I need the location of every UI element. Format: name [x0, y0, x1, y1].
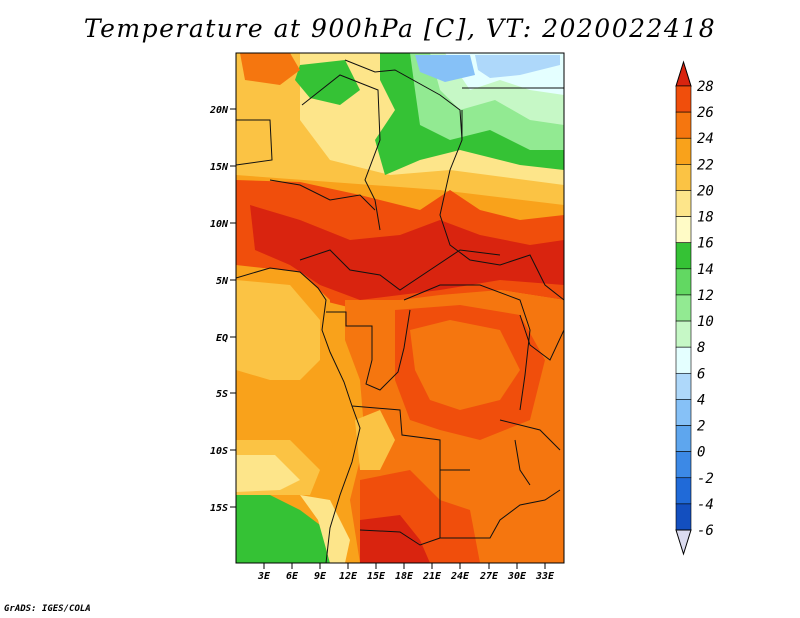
lon-label: 15E — [367, 571, 386, 582]
temperature-field — [236, 53, 564, 563]
colorbar-swatch — [675, 320, 692, 348]
colorbar-bottom-arrow — [675, 529, 692, 556]
colorbar-swatch — [675, 477, 692, 505]
colorbar-swatch — [675, 294, 692, 322]
credit-label: GrADS: IGES/COLA — [4, 604, 91, 614]
colorbar-label: 24 — [697, 131, 714, 147]
colorbar-label: 0 — [697, 445, 705, 461]
colorbar-swatch — [675, 451, 692, 479]
colorbar-swatch — [675, 216, 692, 244]
colorbar-swatch — [675, 372, 692, 400]
colorbar-swatch — [675, 268, 692, 296]
colorbar-label: 8 — [697, 340, 705, 356]
lon-label: 33E — [535, 571, 555, 582]
colorbar-label: 28 — [697, 79, 714, 95]
lat-label: 5S — [216, 389, 228, 400]
colorbar-swatch — [675, 346, 692, 374]
colorbar-label: -2 — [697, 471, 714, 487]
colorbar-label: 6 — [697, 366, 705, 382]
lat-label: 20N — [209, 105, 229, 116]
colorbar-label: 2 — [697, 419, 705, 435]
chart-title: Temperature at 900hPa [C], VT: 202002241… — [83, 14, 717, 43]
colorbar-swatch — [675, 137, 692, 165]
country-borders — [236, 59, 564, 563]
colorbar-swatch — [675, 503, 692, 531]
latitude-axis: 20N 15N 10N 5N EQ 5S 10S 15S — [209, 105, 236, 514]
colorbar-swatch — [675, 242, 692, 270]
lon-label: 12E — [339, 571, 358, 582]
lat-label: 15S — [210, 503, 228, 514]
colorbar-swatch — [675, 190, 692, 217]
lon-label: 27E — [479, 571, 499, 582]
colorbar-label: 20 — [697, 183, 714, 199]
lon-label: 9E — [314, 571, 327, 582]
lat-label: EQ — [216, 333, 228, 344]
colorbar-swatch — [675, 399, 692, 426]
lon-label: 24E — [450, 571, 470, 582]
lon-label: 21E — [422, 571, 442, 582]
lat-label: 10S — [210, 446, 228, 457]
lon-label: 18E — [395, 571, 414, 582]
colorbar-swatch — [675, 85, 692, 113]
lon-label: 6E — [286, 571, 299, 582]
colorbar-top-arrow — [675, 60, 692, 87]
colorbar-label: 18 — [697, 210, 714, 226]
lat-label: 10N — [210, 219, 229, 230]
colorbar-label: 10 — [697, 314, 714, 330]
colorbar-label: 16 — [697, 236, 714, 252]
lon-label: 3E — [257, 571, 271, 582]
colorbar-swatch — [675, 164, 692, 191]
colorbar-label: -6 — [697, 523, 714, 539]
lon-label: 30E — [507, 571, 527, 582]
lat-label: 5N — [216, 276, 229, 287]
colorbar-label: 14 — [697, 262, 714, 278]
colorbar-label: -4 — [697, 497, 714, 513]
lat-label: 15N — [210, 162, 229, 173]
colorbar-label: 22 — [697, 157, 714, 173]
map-frame — [235, 52, 565, 564]
colorbar-swatch — [675, 111, 692, 139]
colorbar-label: 4 — [697, 392, 705, 408]
colorbar-label: 26 — [697, 105, 714, 121]
colorbar-label: 12 — [697, 288, 714, 304]
longitude-axis: 3E 6E 9E 12E 15E 18E 21E 24E 27E 30E 33E — [257, 563, 555, 582]
colorbar-swatch — [675, 425, 692, 452]
